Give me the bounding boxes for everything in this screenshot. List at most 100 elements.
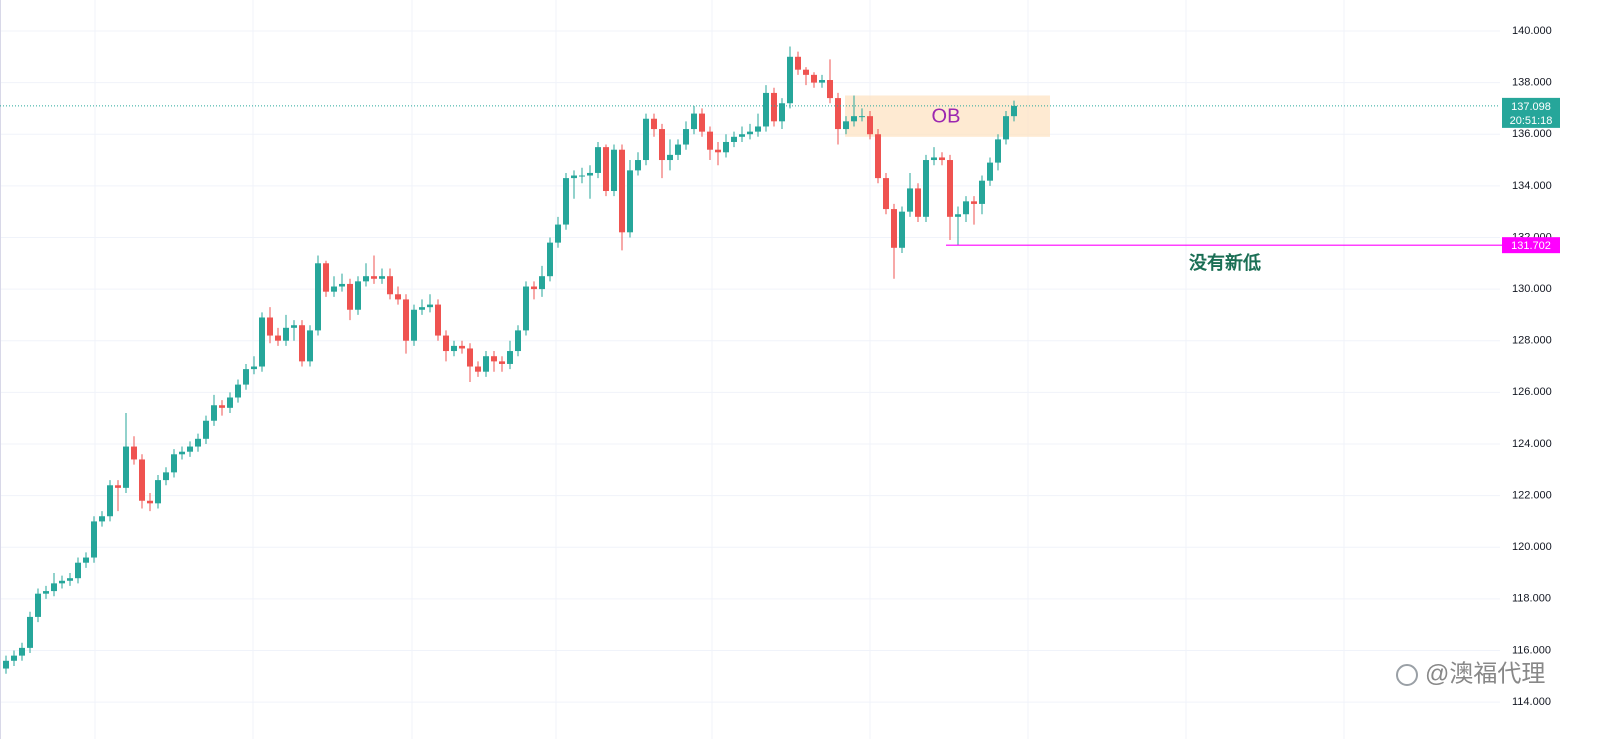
y-tick-label: 128.000 [1512,335,1552,347]
y-tick-label: 138.000 [1512,77,1552,89]
candle-body [267,317,273,336]
candle-body [483,356,489,372]
candle-body [315,263,321,331]
candle-body [363,276,369,282]
candle-body [371,276,377,279]
y-tick-label: 122.000 [1512,489,1552,501]
ob-label: OB [932,105,961,127]
watermark-text: @澳福代理 [1425,660,1545,687]
candle-body [875,134,881,179]
candle-body [211,405,217,421]
candle-body [899,211,905,248]
candle-body [283,327,289,341]
level-tag-label: 131.702 [1511,240,1551,252]
candle-body [203,420,209,439]
candle-body [563,178,569,225]
candle-body [843,121,849,130]
candle-body [891,209,897,248]
candle-body [659,129,665,161]
candle-body [987,162,993,181]
candle-body [795,56,801,70]
y-tick-label: 130.000 [1512,283,1552,295]
candle-body [955,214,961,217]
candle-body [115,485,121,488]
candle-body [579,175,585,177]
candle-body [675,144,681,155]
candle-body [171,454,177,473]
candle-body [979,180,985,204]
candle-body [531,286,537,290]
candle-body [307,330,313,362]
candle-body [411,309,417,341]
candle-body [83,557,89,563]
candle-body [771,92,777,122]
candle-body [611,149,617,192]
candle-body [539,276,545,290]
candle-body [547,242,553,277]
candle-body [787,56,793,104]
candle-body [947,160,953,217]
candle-body [163,472,169,481]
candle-body [971,201,977,204]
candle-body [667,154,673,161]
candle-body [643,118,649,161]
candle-body [723,141,729,153]
candle-body [259,317,265,367]
candle-body [859,116,865,118]
candle-body [459,345,465,349]
candle-body [923,160,929,217]
candle-body [571,175,577,179]
candle-body [803,69,809,75]
candle-body [523,286,529,331]
candle-body [147,500,153,504]
watermark: @澳福代理 [1396,660,1545,687]
last-price-tag [1502,97,1560,128]
candle-body [779,103,785,122]
candle-body [499,361,505,364]
y-tick-label: 136.000 [1512,128,1552,140]
candle-body [107,485,113,517]
candle-body [227,397,233,408]
candle-body [59,580,65,584]
candle-body [739,134,745,137]
candle-body [427,304,433,308]
candle-body [323,263,329,292]
candle-body [915,188,921,217]
level-tag [1502,237,1560,254]
candle-body [867,116,873,135]
candle-body [339,283,345,287]
candle-body [355,281,361,310]
candle-body [747,131,753,135]
y-tick-label: 134.000 [1512,180,1552,192]
candle-body [627,170,633,233]
candle-body [435,304,441,336]
candle-body [395,294,401,300]
candle-body [155,480,161,504]
candle-body [51,583,57,592]
candle-body [195,438,201,447]
candle-body [91,521,97,558]
last-price-label: 137.098 [1511,101,1551,113]
candle-body [507,351,513,364]
candle-body [67,578,73,581]
candle-body [1003,116,1009,140]
candle-body [123,446,129,488]
candle-body [131,446,137,460]
candle-body [835,98,841,130]
y-tick-label: 140.000 [1512,25,1552,37]
candle-body [235,384,241,398]
y-tick-label: 114.000 [1512,696,1551,708]
candle-body [3,660,9,669]
candle-body [19,647,25,656]
y-tick-label: 126.000 [1512,386,1552,398]
candle-body [827,80,833,99]
candle-body [299,325,305,362]
candle-body [251,366,257,370]
candle-body [379,276,385,279]
candle-body [515,330,521,352]
candle-body [219,405,225,408]
candle-body [555,224,561,243]
y-tick-label: 118.000 [1512,593,1551,605]
